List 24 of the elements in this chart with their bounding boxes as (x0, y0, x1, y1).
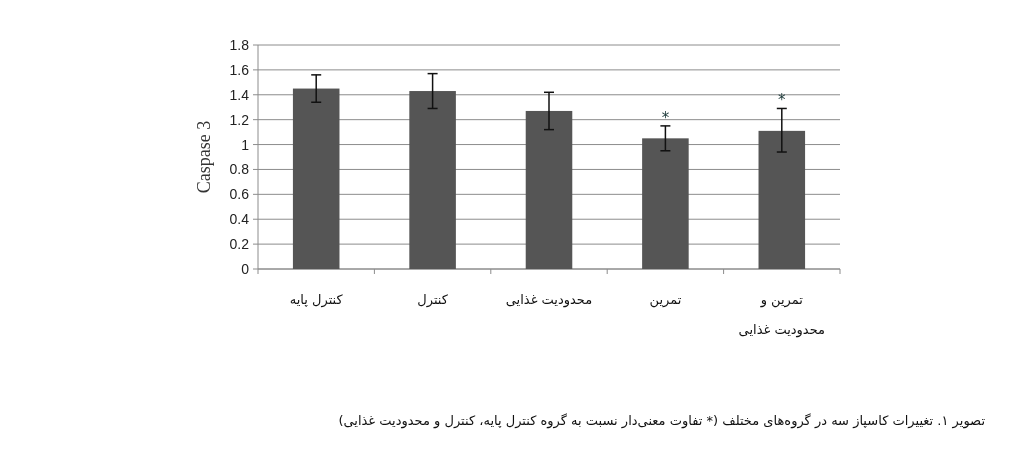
bar (409, 91, 456, 269)
y-tick-label: 0.2 (229, 236, 250, 253)
bar (758, 130, 806, 269)
x-tick-label: کنترل (417, 292, 449, 308)
bar (292, 88, 340, 269)
y-tick-label: 1 (241, 136, 250, 153)
y-tick-label: 1.6 (229, 61, 250, 78)
y-tick-label: 1.2 (229, 111, 250, 128)
x-tick-label: کنترل پایه (289, 292, 344, 308)
y-tick-label: 0 (241, 261, 250, 277)
y-tick-label: 1.4 (229, 86, 250, 103)
annotation: * (778, 91, 787, 110)
y-tick-label: 0.6 (229, 186, 250, 203)
text: تصویر ۱. تغییرات کاسپاز سه در گروه‌های مختلف (* تفاوت معنی‌دار نسبت به گروه کنترل پایه، کنترل و محدودیت غذایی) (338, 413, 986, 429)
x-tick-label: تمرین و محدودیت غذایی (738, 292, 826, 338)
bar (525, 110, 573, 269)
y-tick-label: 0.8 (229, 161, 250, 178)
y-tick-label: 0.4 (229, 211, 250, 228)
annotation: * (661, 108, 670, 127)
y-tick-label: 1.8 (229, 37, 250, 53)
y-axis-title: Caspase 3 (194, 120, 214, 194)
x-tick-label: تمرین (649, 292, 682, 308)
x-tick-label: محدودیت غذایی (505, 292, 593, 308)
bar (642, 138, 689, 269)
